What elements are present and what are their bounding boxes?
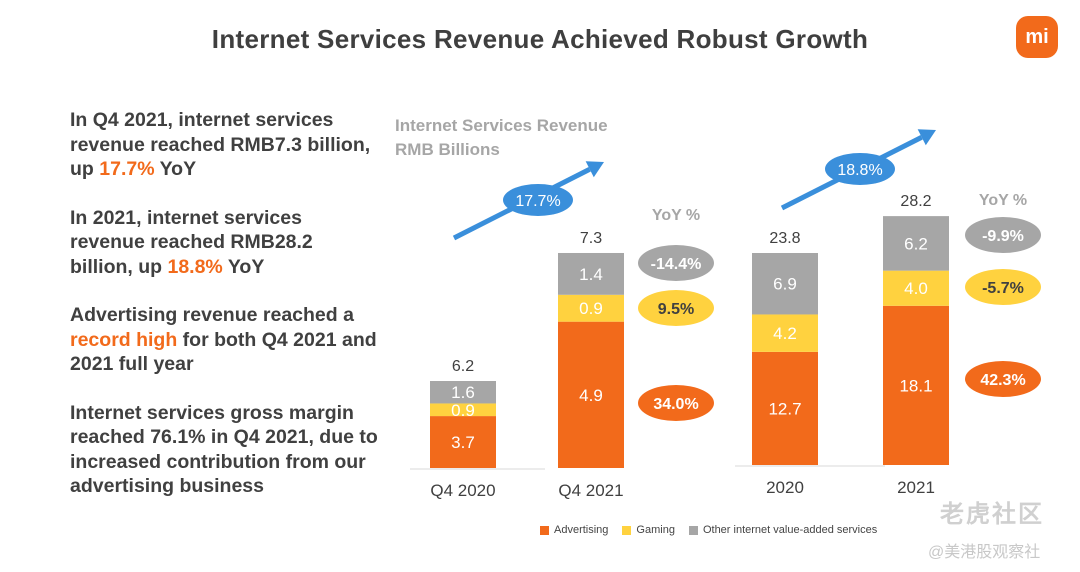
data-label: 18.1: [899, 376, 932, 395]
data-label: 12.7: [768, 399, 801, 418]
category-label: Q4 2021: [558, 481, 623, 500]
bar-segment-other: [558, 252, 624, 295]
category-label: Q4 2020: [430, 481, 495, 500]
legend-label: Advertising: [554, 524, 609, 536]
page-title: Internet Services Revenue Achieved Robus…: [211, 24, 869, 54]
bullet-highlight: 17.7%: [99, 158, 155, 180]
yoy-pill: [638, 385, 714, 421]
data-label: 1.4: [579, 265, 603, 284]
yoy-value: -9.9%: [982, 228, 1024, 245]
yoy-pill: [965, 217, 1041, 253]
bar-segment-gaming: [883, 270, 949, 306]
bar-segment-other: [883, 216, 949, 271]
bar-segment-gaming: [558, 294, 624, 322]
total-label: 6.2: [452, 358, 474, 375]
chart-title: Internet Services Revenue: [395, 116, 608, 135]
total-label: 23.8: [769, 230, 800, 247]
category-label: 2020: [766, 478, 804, 497]
data-label: 0.9: [451, 401, 475, 420]
watermark-subtext: @美港股观察社: [928, 544, 1041, 561]
bullet-highlight: record high: [70, 328, 178, 351]
legend-label: Other internet value-added services: [702, 524, 878, 536]
legend-label: Gaming: [636, 524, 675, 536]
chart-legend: Advertising Gaming Other internet value-…: [540, 524, 877, 536]
data-label: 3.7: [451, 433, 475, 452]
bullet-text: YoY: [154, 158, 197, 180]
data-label: 6.9: [773, 275, 797, 294]
data-label: 4.9: [579, 386, 603, 405]
legend-swatch: [622, 525, 632, 535]
data-label: 4.0: [904, 279, 928, 298]
bullet-text: Internet services gross margin reached 7…: [70, 401, 378, 498]
chart-unit-label: RMB Billions: [395, 140, 500, 159]
xiaomi-logo: mi: [1016, 16, 1058, 58]
bar-segment-advertising: [558, 321, 624, 468]
bullet-text: In 2021, internet services revenue reach…: [70, 206, 313, 278]
yoy-value: -14.4%: [651, 256, 702, 273]
growth-arrow-head: [917, 129, 936, 146]
growth-value: 17.7%: [515, 193, 560, 210]
bullet-text: for both Q4 2021 and 2021 full year: [70, 328, 377, 376]
bullet-q4-revenue: In Q4 2021, internet services revenue re…: [70, 108, 380, 182]
revenue-chart: Internet Services Revenue RMB Billions 3.7…: [395, 116, 1041, 500]
growth-pill: [825, 153, 895, 185]
growth-pill: [503, 184, 573, 216]
bullet-text: In Q4 2021, internet services revenue re…: [70, 109, 371, 180]
growth-arrow-head: [585, 161, 604, 178]
bullet-advertising: Advertising revenue reached a record hig…: [70, 303, 380, 377]
bar-segment-advertising: [883, 305, 949, 465]
yoy-header: YoY %: [979, 192, 1027, 209]
bullet-text: Advertising revenue reached a: [70, 304, 354, 326]
legend-item-gaming: Gaming: [622, 524, 675, 536]
bullet-gross-margin: Internet services gross margin reached 7…: [70, 401, 380, 499]
legend-item-other: Other internet value-added services: [688, 524, 878, 536]
yoy-pill: [965, 361, 1041, 397]
yoy-pill: [965, 269, 1041, 305]
bullet-list: In Q4 2021, internet services revenue re…: [70, 108, 380, 523]
yoy-value: 42.3%: [980, 372, 1025, 389]
category-label: 2021: [897, 478, 935, 497]
data-label: 4.2: [773, 324, 797, 343]
bullet-2021-revenue: In 2021, internet services revenue reach…: [70, 206, 380, 280]
total-label: 28.2: [900, 193, 931, 210]
watermark-text: 老虎社区: [940, 501, 1044, 528]
yoy-header: YoY %: [652, 207, 700, 224]
bullet-text: YoY: [222, 255, 265, 278]
legend-swatch: [688, 525, 698, 535]
yoy-pill: [638, 290, 714, 326]
yoy-value: -5.7%: [982, 280, 1024, 297]
yoy-pill: [638, 245, 714, 281]
data-label: 0.9: [579, 299, 603, 318]
data-label: 1.6: [451, 383, 475, 402]
bullet-highlight: 18.8%: [167, 255, 223, 278]
growth-value: 18.8%: [837, 162, 882, 179]
legend-swatch: [540, 525, 549, 535]
bar-segment-gaming: [752, 314, 818, 352]
bar-segment-advertising: [752, 351, 818, 465]
legend-item-advertising: Advertising: [540, 524, 608, 536]
yoy-value: 34.0%: [653, 396, 698, 413]
bar-segment-other: [752, 253, 818, 315]
total-label: 7.3: [580, 230, 602, 247]
bar-segment-gaming: [430, 403, 496, 417]
bar-segment-advertising: [430, 416, 496, 468]
bar-segment-other: [430, 381, 496, 404]
yoy-value: 9.5%: [658, 301, 694, 318]
data-label: 6.2: [904, 234, 928, 253]
